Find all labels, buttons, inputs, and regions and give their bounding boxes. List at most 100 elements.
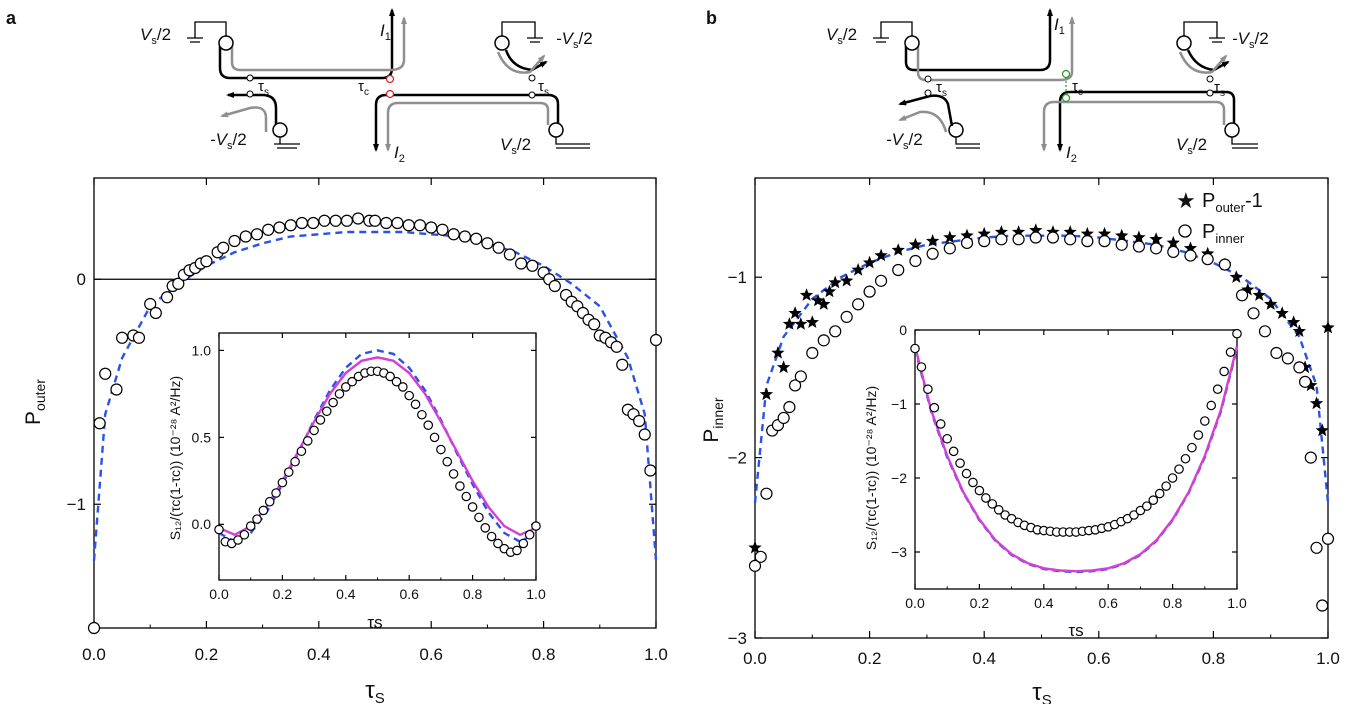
x-tick-label: 1.0 [1227,595,1247,611]
data-point-star [943,230,957,244]
y-tick-label: 0 [77,270,86,289]
y-tick-label: 0.5 [192,429,212,445]
data-point-circle [492,241,505,254]
data-point-circle [252,514,262,524]
data-point-circle [1167,245,1180,259]
data-point-circle [391,216,404,230]
axis-title-a-y: Pouter [22,379,48,425]
data-point-star [1309,396,1324,410]
edge-left-qpc-black [226,92,278,128]
data-point-star [1229,270,1243,283]
legend-label-pouter: Pouter-1 [1202,190,1263,215]
data-point-circle [309,425,319,436]
data-point-circle [943,242,956,255]
data-point-star [926,234,940,247]
data-point-circle [1281,352,1294,365]
data-point-circle [380,216,393,230]
contact-top-right [494,35,510,51]
data-point-circle [1012,233,1025,246]
data-point-circle [974,485,985,496]
data-point-circle [1316,599,1329,612]
panel-label-b: b [706,8,717,28]
data-point-circle [436,223,449,236]
data-point-circle [1304,451,1317,464]
data-point-circle [307,216,320,230]
data-point-circle [748,559,762,572]
x-tick-label: 0.4 [1034,595,1054,611]
x-tick-label: 0.2 [858,649,882,668]
schem-a-vs2-br: Vs/2 [500,135,531,157]
data-point-circle [968,477,978,488]
data-point-circle [1167,473,1178,483]
schem-a-vs2-tl: Vs/2 [140,25,171,47]
axis-title-b-x: τS [1032,679,1052,704]
b-contact-top-right [1176,35,1192,51]
x-tick-label: 0.0 [905,595,925,611]
b-qpc-c-top [1061,69,1071,79]
data-point-circle [1081,235,1094,248]
y-tick-label: 1.0 [192,342,212,358]
b-contact-top-left [904,35,920,51]
data-point-circle [1247,307,1260,320]
data-point-circle [1184,249,1197,262]
data-point-circle [1132,240,1146,253]
schem-b-tau-s-left: τs [936,79,947,99]
data-point-circle [754,550,767,563]
schem-b-I2: I2 [1066,143,1077,165]
data-point-star [1149,232,1163,245]
data-point-circle [910,343,920,354]
schematic-a: Vs/2 -Vs/2 I1 I2 τs τc τs -Vs/2 Vs/2 [140,8,593,165]
data-point-circle [245,521,256,531]
data-point-circle [239,230,252,243]
data-point-circle [1161,481,1171,491]
edge-black-top [218,8,395,80]
edge-b-black-top [904,8,1053,72]
legend-b: ★ Pouter-1 Pinner [1176,188,1263,246]
data-point-circle [172,277,185,290]
x-tick-label: 0.6 [399,586,419,602]
data-point-circle [447,228,460,241]
x-tick-label: 1.0 [526,586,546,602]
plot-a-inset: 0.0 0.2 0.4 0.6 0.8 1.0 0.0 0.5 1.0 [192,332,546,602]
data-point-circle [1270,346,1283,360]
edge-left-qpc-gray [220,106,268,132]
schem-a-I2: I2 [394,143,405,165]
data-point-circle [588,318,601,331]
data-point-circle [1029,231,1042,244]
data-point-circle [649,333,663,347]
data-point-circle [524,529,535,540]
data-point-circle [250,228,264,241]
data-point-circle [262,223,275,236]
inset-b-x-title: τs [1068,621,1083,640]
data-point-circle [961,468,972,479]
data-point-circle [1142,501,1152,511]
qpc-left-bot-dot [246,90,254,98]
axis-title-a-x: τS [365,677,385,704]
y-tick-label: −2 [891,470,907,486]
data-point-circle [1135,505,1146,516]
data-point-circle [87,621,101,635]
data-point-circle [518,538,529,549]
data-point-circle [391,376,402,387]
data-point-circle [93,417,106,430]
y-tick-label: −1 [728,268,747,287]
schem-a-tau-s-right: τs [538,78,549,98]
data-point-circle [334,389,345,399]
data-point-circle [1212,384,1223,394]
schematic-b: Vs/2 -Vs/2 I1 I2 τs τc τs -Vs/2 Vs/2 [826,8,1269,165]
b-qpc-right-top [1206,75,1214,83]
data-point-circle [993,505,1004,515]
data-point-circle [981,493,991,503]
data-point-star [840,273,854,287]
data-point-circle [1174,464,1184,474]
x-tick-label: 0.0 [743,649,767,668]
data-point-star [1315,423,1329,437]
data-point-circle [616,358,629,371]
data-point-circle [318,214,331,227]
legend-circle-icon [1178,224,1192,238]
contact-bottom-right [548,122,564,138]
x-tick-label: 0.4 [336,586,356,602]
edge-b-black-bottom [1057,90,1236,152]
ground-br [555,137,590,149]
data-point-circle [200,255,213,268]
